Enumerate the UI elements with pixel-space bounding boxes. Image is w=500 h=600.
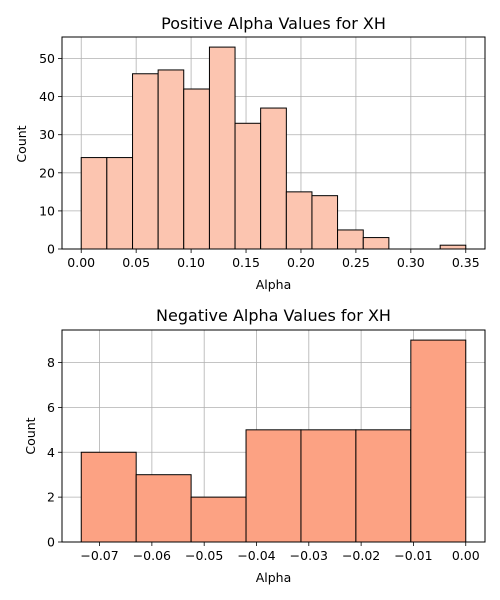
histogram-bar xyxy=(362,237,390,250)
histogram-bar xyxy=(190,496,247,543)
x-tick-label: −0.01 xyxy=(394,548,432,563)
histogram-bar xyxy=(234,122,262,250)
x-tick-label: 0.00 xyxy=(452,548,480,563)
x-tick-label: 0.00 xyxy=(67,255,95,270)
x-tick-label: −0.03 xyxy=(290,548,328,563)
x-tick-label: 0.15 xyxy=(232,255,260,270)
plot-frame xyxy=(61,329,486,543)
histogram-bar xyxy=(183,88,210,250)
histogram-bar xyxy=(80,157,108,250)
y-tick-label: 8 xyxy=(47,355,55,370)
x-tick-label: 0.30 xyxy=(397,255,425,270)
x-tick-label: −0.06 xyxy=(133,548,171,563)
bars xyxy=(80,339,467,543)
y-axis-label: Count xyxy=(14,125,29,162)
histogram-bar xyxy=(300,429,357,543)
histogram-bar xyxy=(260,107,287,250)
positive-alpha-histogram: Positive Alpha Values for XH 0.00 0.05 0.1… xyxy=(14,14,486,292)
x-axis-label: Alpha xyxy=(256,277,292,292)
x-tick-label: −0.07 xyxy=(80,548,118,563)
histogram-bar xyxy=(132,73,159,250)
x-tick-label: −0.02 xyxy=(342,548,380,563)
y-axis-label: Count xyxy=(23,417,38,454)
x-tick-label: 0.25 xyxy=(342,255,370,270)
y-ticks: 0 10 20 30 40 50 xyxy=(39,51,62,257)
y-tick-label: 10 xyxy=(39,203,55,218)
y-tick-label: 2 xyxy=(47,490,55,505)
x-tick-label: 0.10 xyxy=(177,255,205,270)
x-tick-label: 0.35 xyxy=(452,255,480,270)
y-ticks: 0 2 4 6 8 xyxy=(47,355,62,550)
histogram-bar xyxy=(106,157,134,250)
histogram-bar xyxy=(245,429,302,543)
chart-title: Positive Alpha Values for XH xyxy=(161,14,386,33)
x-ticks: 0.00 0.05 0.10 0.15 0.20 0.25 0.30 0.35 xyxy=(67,249,480,270)
x-tick-label: −0.04 xyxy=(237,548,275,563)
x-tick-label: 0.20 xyxy=(287,255,315,270)
histogram-bar xyxy=(410,339,467,543)
histogram-bar xyxy=(439,244,467,250)
y-tick-label: 6 xyxy=(47,400,55,415)
x-tick-label: 0.05 xyxy=(122,255,150,270)
y-tick-label: 50 xyxy=(39,51,55,66)
histogram-bar xyxy=(157,69,185,250)
histogram-bar xyxy=(337,229,364,250)
histogram-bar xyxy=(285,191,313,250)
x-tick-label: −0.05 xyxy=(185,548,223,563)
y-tick-label: 4 xyxy=(47,445,55,460)
x-axis-label: Alpha xyxy=(256,570,292,585)
histogram-bar xyxy=(208,46,236,250)
plot-frame xyxy=(61,36,486,250)
histogram-bar xyxy=(80,451,137,543)
y-tick-label: 40 xyxy=(39,89,55,104)
chart-title: Negative Alpha Values for XH xyxy=(156,306,391,325)
x-ticks: −0.07 −0.06 −0.05 −0.04 −0.03 −0.02 −0.01 0.00 xyxy=(80,542,480,563)
bars xyxy=(80,46,467,250)
negative-alpha-histogram: Negative Alpha Values for XH −0.07 −0.06−… xyxy=(23,306,486,585)
y-tick-label: 20 xyxy=(39,165,55,180)
histogram-bar xyxy=(355,429,412,543)
histogram-bar xyxy=(135,474,192,543)
y-tick-label: 0 xyxy=(47,242,55,257)
y-tick-label: 0 xyxy=(47,535,55,550)
y-tick-label: 30 xyxy=(39,127,55,142)
histogram-bar xyxy=(311,195,339,250)
